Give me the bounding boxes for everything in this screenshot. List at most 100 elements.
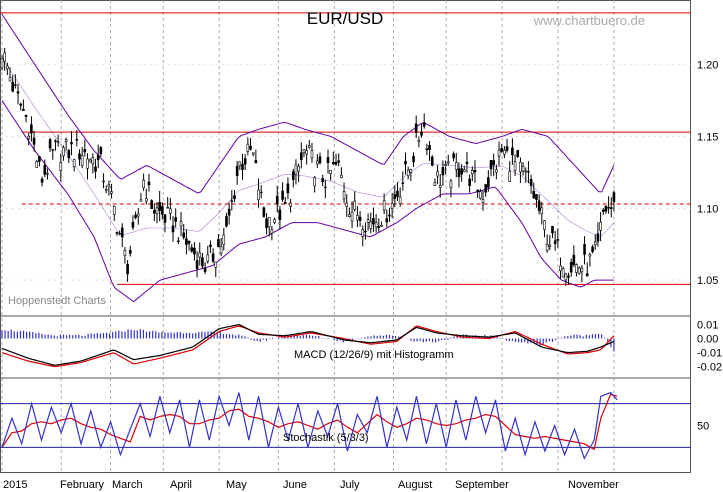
price-bar-body xyxy=(564,273,568,281)
price-bar-body xyxy=(14,84,17,86)
price-bar-body xyxy=(545,244,549,251)
price-bar-body xyxy=(404,160,407,165)
price-bar-body xyxy=(366,219,370,223)
price-bar-body xyxy=(128,249,132,254)
price-bar-body xyxy=(38,156,41,162)
price-bar-body xyxy=(46,173,49,175)
price-panel xyxy=(0,12,691,303)
bollinger-lower-band xyxy=(1,100,614,303)
price-bar-body xyxy=(257,189,260,200)
price-bar-body xyxy=(308,145,311,148)
price-bar-body xyxy=(436,171,439,177)
price-bar-body xyxy=(54,140,57,142)
price-bar-body xyxy=(294,164,298,175)
x-axis-label: March xyxy=(112,479,143,491)
price-bar-body xyxy=(473,169,477,173)
price-bar-body xyxy=(281,190,284,200)
price-bar-body xyxy=(115,232,119,234)
price-bar-body xyxy=(476,189,479,193)
price-bar-body xyxy=(492,160,495,166)
price-bar-body xyxy=(11,81,14,92)
price-bar-body xyxy=(398,196,402,204)
price-bar-body xyxy=(161,206,164,215)
price-bar-body xyxy=(185,238,188,245)
price-bar-body xyxy=(316,160,319,165)
price-bar-body xyxy=(291,171,295,180)
price-bar-body xyxy=(446,161,450,164)
price-bar-body xyxy=(519,161,522,173)
price-bar-body xyxy=(593,241,597,245)
price-bar-body xyxy=(222,234,226,245)
watermark: www.chartbuero.de xyxy=(533,13,645,28)
price-bar-body xyxy=(374,222,378,228)
price-bar-body xyxy=(145,198,148,202)
chart-title: EUR/USD xyxy=(307,9,384,28)
price-bar-body xyxy=(433,182,437,186)
price-bar-body xyxy=(380,224,383,227)
price-bar-body xyxy=(524,170,528,173)
price-bar-body xyxy=(59,162,63,171)
price-bar-body xyxy=(22,108,25,111)
price-bar-body xyxy=(326,157,330,164)
price-bar-body xyxy=(230,200,234,202)
price-bar-body xyxy=(601,209,605,212)
price-tick-label: 1.10 xyxy=(697,203,718,215)
price-bar-body xyxy=(171,225,175,233)
price-bar-body xyxy=(412,156,415,163)
price-bar-body xyxy=(273,219,276,223)
price-bar-body xyxy=(96,154,100,161)
price-bar-body xyxy=(43,164,47,175)
price-bar-body xyxy=(19,103,23,106)
price-bar-body xyxy=(302,149,306,153)
price-bar-body xyxy=(40,178,44,183)
price-bar-body xyxy=(126,263,129,275)
price-bar-body xyxy=(596,233,600,242)
price-bar-body xyxy=(243,158,247,165)
price-bar-body xyxy=(521,165,525,172)
stochastic-title: Stochastik (5/3/3) xyxy=(283,432,369,444)
price-bar-body xyxy=(158,202,161,211)
price-bar-body xyxy=(607,207,610,209)
price-bar-body xyxy=(543,220,546,230)
price-bar-body xyxy=(332,161,335,165)
macd-title: MACD (12/26/9) mit Histogramm xyxy=(294,349,454,361)
price-bar-body xyxy=(572,254,576,265)
price-bar-body xyxy=(297,166,300,172)
price-bar-body xyxy=(8,77,12,82)
price-bar-body xyxy=(468,178,471,186)
price-bar-body xyxy=(422,122,426,127)
price-bar-body xyxy=(561,268,565,278)
price-bar-body xyxy=(193,247,196,255)
price-bar-body xyxy=(532,190,536,199)
price-bar-body xyxy=(94,166,97,172)
price-bar-body xyxy=(460,168,463,175)
price-bar-body xyxy=(414,123,418,133)
price-bar-body xyxy=(449,180,453,188)
price-bar-body xyxy=(369,221,373,229)
price-bar-body xyxy=(318,156,322,163)
price-bar-body xyxy=(139,199,143,202)
price-bar-body xyxy=(577,267,581,274)
price-bar-body xyxy=(51,149,55,151)
macd-tick-label: -0.01 xyxy=(697,348,722,360)
price-bar-body xyxy=(265,218,268,228)
price-bar-body xyxy=(3,52,6,62)
price-bar-body xyxy=(83,149,87,153)
price-bar-body xyxy=(438,185,442,188)
price-bar-body xyxy=(278,209,282,221)
price-bar-body xyxy=(267,217,271,228)
price-bar-body xyxy=(345,202,349,207)
price-bar-body xyxy=(500,148,504,152)
price-bar-body xyxy=(505,146,509,151)
price-bar-body xyxy=(153,210,156,214)
price-bar-body xyxy=(361,229,365,237)
price-bar-body xyxy=(286,183,290,194)
grid-layer xyxy=(0,0,691,473)
price-bar-body xyxy=(163,214,167,223)
price-bar-body xyxy=(16,91,20,94)
price-bar-body xyxy=(444,163,447,166)
price-bar-body xyxy=(169,208,172,214)
price-bar-body xyxy=(377,226,381,229)
price-bar-body xyxy=(67,149,71,159)
price-bar-body xyxy=(401,182,405,185)
